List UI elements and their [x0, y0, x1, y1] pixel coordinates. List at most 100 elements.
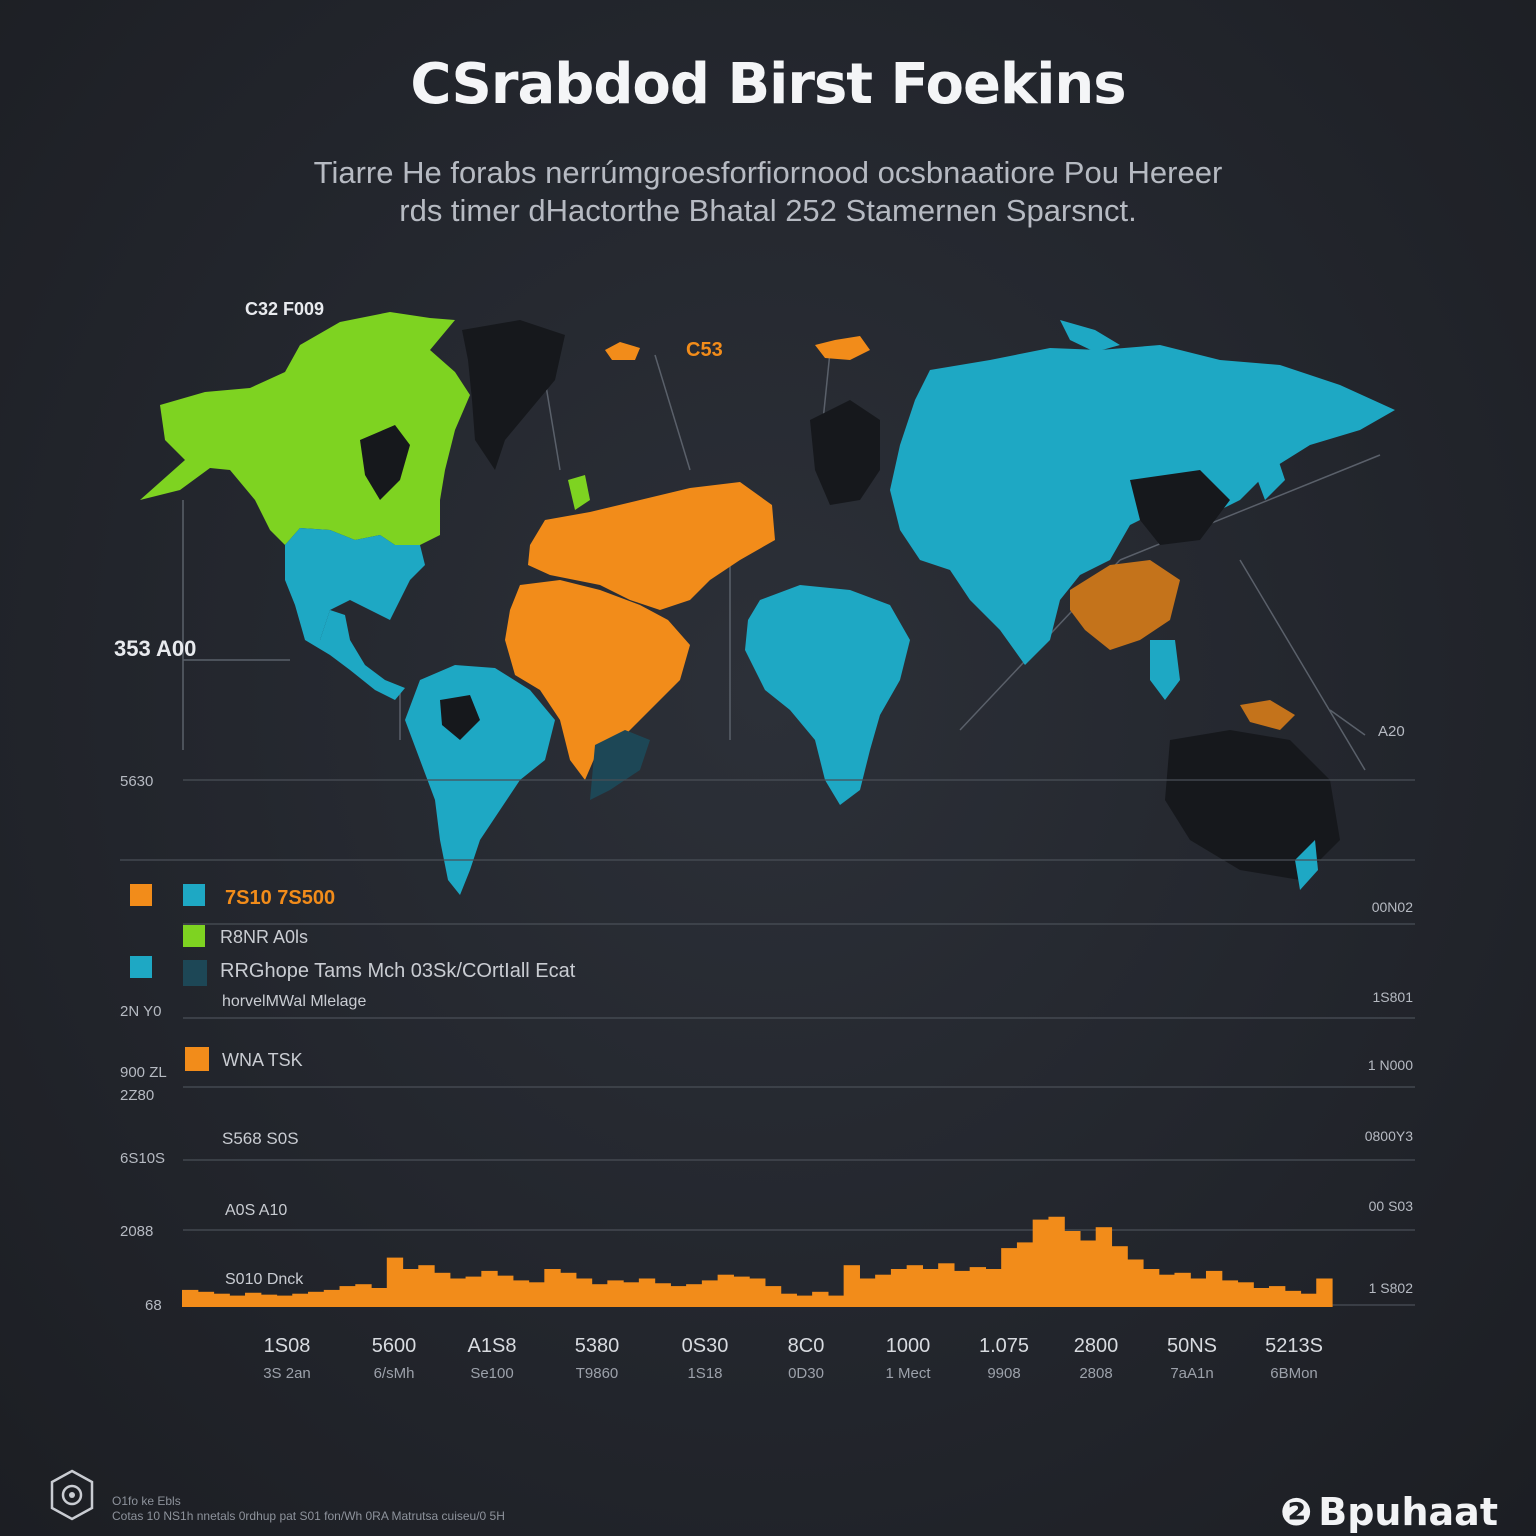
bar [418, 1265, 435, 1307]
right-axis-label: 1 N000 [1368, 1057, 1413, 1073]
x-tick-sublabel: T9860 [576, 1365, 619, 1382]
legend-swatch-dark-blue [183, 960, 207, 986]
x-tick-sublabel: 3S 2an [263, 1365, 311, 1382]
map-region-eurasia-west-orange [528, 482, 775, 610]
map-region-madagascar-dark-blue [590, 730, 650, 800]
footer-line-2: Cotas 10 NS1h nnetals 0rdhup pat S01 fon… [112, 1509, 505, 1523]
map-region-china-orange [1070, 560, 1180, 650]
map-label-north: C32 F009 [245, 299, 324, 319]
map-region-australia-dark [1165, 730, 1340, 880]
world-map [140, 312, 1395, 895]
bar [1127, 1259, 1144, 1307]
bar [308, 1291, 325, 1307]
bar [843, 1265, 860, 1307]
map-region-usa-blue [285, 528, 425, 640]
legend: 7S10 7S500 R8NR A0ls RRGhope Tams Mch 03… [130, 884, 576, 1288]
map-region-south-america-dark [440, 695, 480, 740]
map-region-southeast-asia-orange [1240, 700, 1295, 730]
map-region-scandinavia-dark [810, 400, 880, 505]
map-region-hudson-bay-dark [360, 425, 410, 500]
bar [1174, 1272, 1191, 1307]
map-region-arctic-blue [1060, 320, 1120, 352]
brand-glyph-icon: ❷ [1280, 1490, 1313, 1534]
inline-label-1: A0S A10 [225, 1202, 287, 1219]
right-axis-label: 00N02 [1372, 899, 1413, 915]
bar [827, 1295, 845, 1307]
map-region-north-america-green [140, 312, 470, 545]
bar [1253, 1288, 1270, 1307]
bar [717, 1274, 734, 1307]
bar [607, 1280, 624, 1307]
legend-swatch-blue [183, 884, 205, 906]
legend-swatch-blue-2 [130, 956, 152, 978]
left-axis-label: 2N Y0 [120, 1003, 161, 1020]
map-region-southeast-asia-blue [1150, 640, 1180, 700]
bar [449, 1278, 467, 1307]
bar [733, 1276, 750, 1307]
bar [497, 1275, 514, 1307]
x-tick-sublabel: 6BMon [1270, 1365, 1318, 1382]
map-region-north-islands-orange [605, 336, 870, 360]
bar [969, 1267, 987, 1307]
right-axis-label: 1S801 [1373, 989, 1414, 1005]
chart-gridlines [120, 779, 1415, 1306]
bar [575, 1278, 593, 1307]
bar [1205, 1270, 1223, 1307]
bar [1237, 1282, 1254, 1307]
x-tick-sublabel: 1 Mect [885, 1365, 931, 1382]
bar [434, 1272, 451, 1307]
right-axis-label: 1 S802 [1369, 1280, 1414, 1296]
bar [859, 1278, 876, 1307]
bar [938, 1263, 955, 1307]
footer-logo-icon [50, 1469, 94, 1521]
inline-label-2: S010 Dnck [225, 1271, 304, 1288]
legend-swatch-green [183, 925, 205, 947]
brand-logo: ❷ Bpuhaat [1280, 1490, 1498, 1534]
legend-swatch-orange [130, 884, 152, 906]
bar [544, 1269, 561, 1307]
inline-label-0: S568 S0S [222, 1129, 299, 1148]
map-label-europe: C53 [686, 339, 723, 361]
footer-text: O1fo ke Ebls Cotas 10 NS1h nnetals 0rdhu… [112, 1494, 505, 1524]
bar [749, 1278, 766, 1307]
brand-name: Bpuhaat [1318, 1490, 1498, 1534]
bar [213, 1293, 230, 1307]
bar [229, 1295, 246, 1307]
x-tick-label: 50NS [1167, 1335, 1217, 1357]
left-axis-labels: 5630 2N Y0 900 ZL 2Z80 6S10S 2088 68 [120, 773, 167, 1314]
map-region-africa-east-blue [745, 585, 910, 805]
left-axis-label: 2088 [120, 1223, 153, 1240]
bar [1064, 1231, 1081, 1307]
bar [355, 1284, 372, 1307]
bar [402, 1269, 419, 1307]
bar [906, 1265, 924, 1307]
bar [292, 1293, 309, 1307]
bar [1284, 1290, 1302, 1307]
bar [623, 1282, 640, 1307]
x-tick-label: 5380 [575, 1335, 620, 1357]
bar [1032, 1219, 1050, 1307]
map-label-west: 353 A00 [114, 636, 196, 661]
bar [953, 1270, 971, 1307]
legend-label-1: R8NR A0ls [220, 927, 308, 947]
left-axis-label: 2Z80 [120, 1087, 154, 1104]
left-axis-label: 6S10S [120, 1150, 165, 1167]
x-axis-ticks: 1S08 3S 2an 5600 6/sMh A1S8 Se100 5380 T9860 0S3… [263, 1335, 1323, 1382]
x-tick-sublabel: 9908 [987, 1365, 1020, 1382]
legend-label-3: horvelMWal Mlelage [222, 993, 366, 1010]
bar [591, 1284, 608, 1307]
map-region-greenland-dark [462, 320, 565, 470]
bar [796, 1295, 813, 1307]
footer-line-1: O1fo ke Ebls [112, 1494, 181, 1508]
bar [701, 1280, 719, 1307]
bar [481, 1270, 498, 1307]
x-tick-sublabel: 6/sMh [374, 1365, 415, 1382]
bar [182, 1289, 199, 1307]
bar [875, 1274, 892, 1307]
bar [654, 1283, 671, 1307]
bar [465, 1276, 482, 1307]
map-label-east: A20 [1378, 723, 1405, 740]
map-region-japan-blue [1250, 450, 1285, 500]
bar [323, 1289, 341, 1307]
